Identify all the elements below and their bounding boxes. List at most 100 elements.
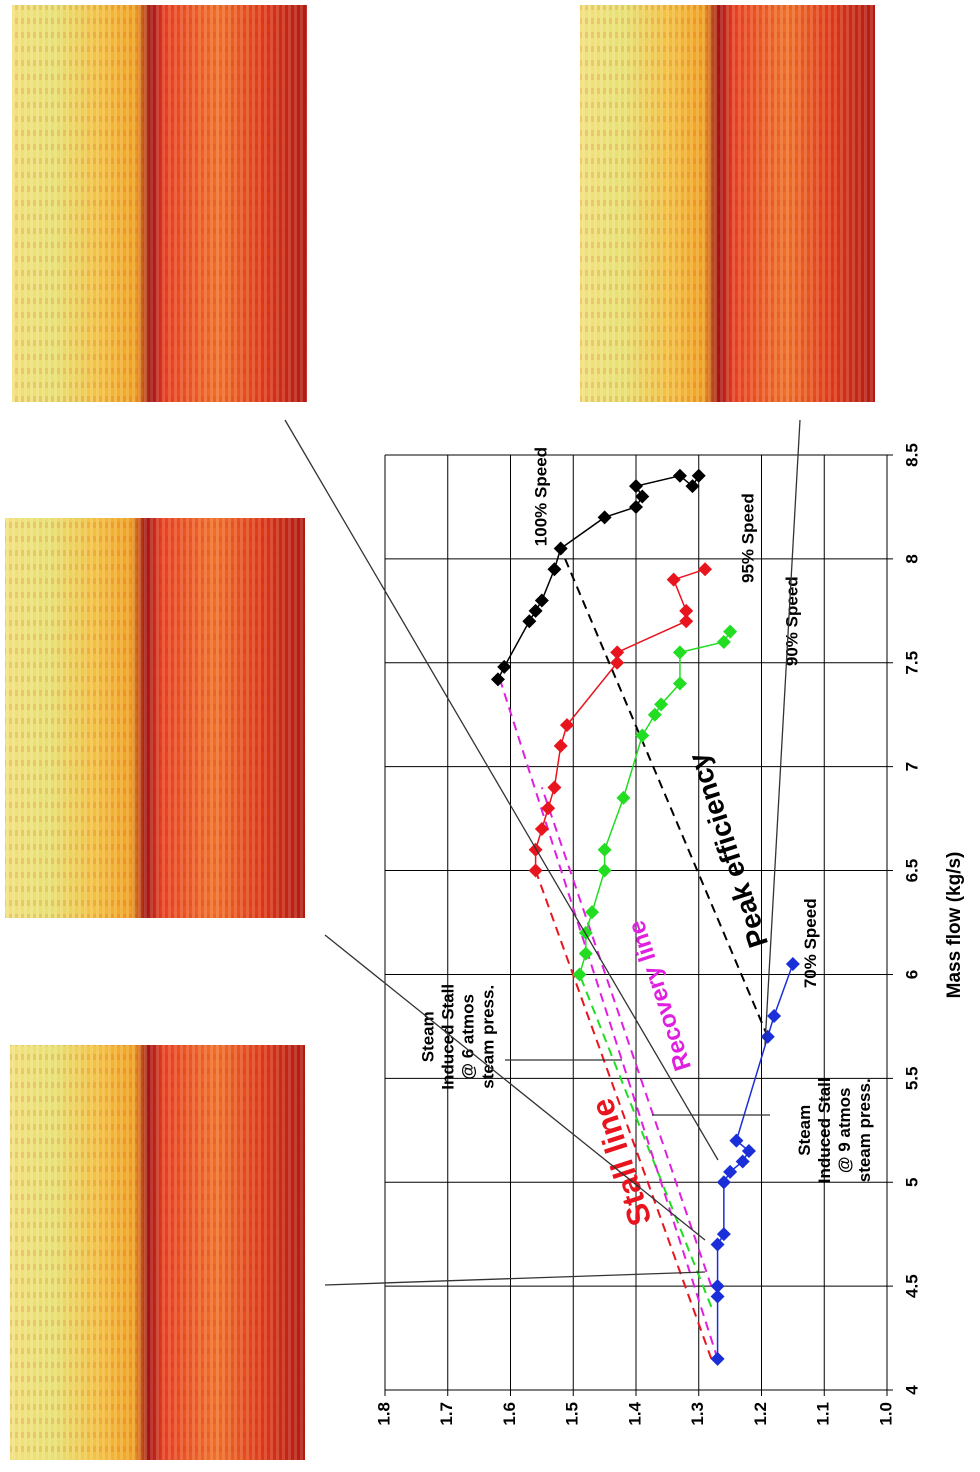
x-tick-label: 4: [902, 1385, 921, 1395]
data-point: [672, 468, 687, 483]
callout-line: [324, 934, 706, 1241]
y-tick-label: 1.3: [688, 1402, 707, 1426]
data-point: [710, 1279, 725, 1294]
data-point: [597, 863, 612, 878]
reference-label: Peak efficiency: [682, 749, 774, 951]
data-point: [559, 718, 574, 733]
x-tick-label: 8: [902, 554, 921, 563]
plot-area: 4 4.5 5 5.5 6 6.5 7 7.5 8 8.5 1.0 1.1 1.2 1.3 1.4 1.5 1.…: [374, 443, 965, 1425]
heatmap-texture: [12, 5, 307, 402]
x-tick-label: 5.5: [902, 1067, 921, 1091]
data-point: [616, 790, 631, 805]
reference-line: [540, 787, 713, 1287]
x-tick-label: 5: [902, 1177, 921, 1186]
data-point: [629, 479, 643, 494]
x-tick-label: 6: [902, 970, 921, 979]
data-point: [610, 645, 625, 660]
data-point: [528, 842, 543, 857]
data-point: [760, 1029, 775, 1044]
data-point: [723, 624, 738, 639]
annotation: Steam: [418, 1011, 437, 1062]
annotation: @ 6 atmos: [458, 994, 477, 1080]
data-point: [679, 614, 694, 629]
reference-line: [534, 870, 713, 1360]
x-tick-label: 6.5: [902, 859, 921, 883]
data-point: [610, 655, 625, 670]
data-point: [635, 489, 650, 504]
y-tick-label: 1.8: [374, 1402, 393, 1426]
y-tick-label: 1.0: [876, 1402, 895, 1426]
series-line: [497, 474, 700, 680]
annotation: Induced Stall: [815, 1077, 834, 1183]
x-axis-title: Mass flow (kg/s): [944, 852, 965, 999]
data-point: [647, 707, 662, 722]
data-point: [553, 541, 568, 556]
data-point: [534, 822, 549, 836]
data-point: [710, 1289, 725, 1304]
data-point: [597, 510, 612, 525]
series-line: [716, 963, 794, 1359]
annotation: Steam: [795, 1105, 814, 1156]
data-point: [528, 603, 543, 618]
data-point: [497, 659, 512, 674]
data-point: [698, 562, 713, 577]
data-point: [547, 780, 562, 795]
data-point: [785, 957, 800, 972]
x-tick-label: 7.5: [902, 651, 921, 675]
callouts: [284, 419, 801, 1286]
y-tick-label: 1.1: [814, 1402, 833, 1426]
heatmap-texture: [5, 518, 305, 918]
reference-label: Stall line: [584, 1094, 659, 1230]
annotation: steam press.: [478, 985, 497, 1089]
data-point: [735, 1154, 750, 1169]
data-point: [541, 801, 556, 816]
data-point: [490, 672, 505, 687]
y-tick-label: 1.7: [437, 1402, 456, 1426]
data-point: [666, 572, 681, 587]
data-point: [767, 1009, 782, 1023]
reference-label: Recovery line: [623, 917, 697, 1074]
data-point: [553, 738, 568, 753]
data-point: [672, 676, 687, 691]
reference-line: [496, 672, 719, 1360]
data-point: [672, 645, 687, 660]
series-label: 100% Speed: [531, 447, 550, 546]
data-point: [710, 1237, 725, 1252]
heatmaps: [5, 5, 875, 1460]
reference-line: [559, 548, 769, 1038]
y-tick-label: 1.5: [563, 1402, 582, 1426]
series-label: 90% Speed: [782, 576, 801, 666]
x-tick-label: 8.5: [902, 443, 921, 467]
y-tick-label: 1.2: [751, 1402, 770, 1426]
data-point: [741, 1144, 756, 1159]
series-label: 95% Speed: [738, 493, 757, 583]
data-point: [729, 1133, 744, 1148]
data-point: [585, 905, 600, 920]
data-point: [522, 614, 537, 629]
callout-line: [284, 419, 719, 1161]
data-point: [710, 1351, 725, 1366]
heatmap-texture: [580, 5, 875, 402]
data-point: [534, 593, 549, 608]
x-tick-label: 4.5: [902, 1274, 921, 1298]
annotation: @ 9 atmos: [835, 1087, 854, 1173]
data-point: [685, 479, 700, 494]
data-point: [597, 842, 612, 857]
data-point: [629, 499, 643, 514]
series-line: [534, 568, 706, 871]
data-point: [716, 1227, 731, 1242]
x-tick-label: 7: [902, 762, 921, 771]
data-point: [679, 603, 694, 618]
annotation: Induced Stall: [438, 984, 457, 1090]
data-point: [528, 863, 543, 878]
data-point: [547, 562, 562, 577]
data-point: [723, 1164, 738, 1179]
data-point: [578, 946, 593, 961]
data-point: [572, 967, 587, 982]
data-point: [716, 1175, 731, 1190]
data-point: [654, 697, 669, 712]
data-point: [691, 468, 706, 483]
series-label: 70% Speed: [801, 898, 820, 988]
